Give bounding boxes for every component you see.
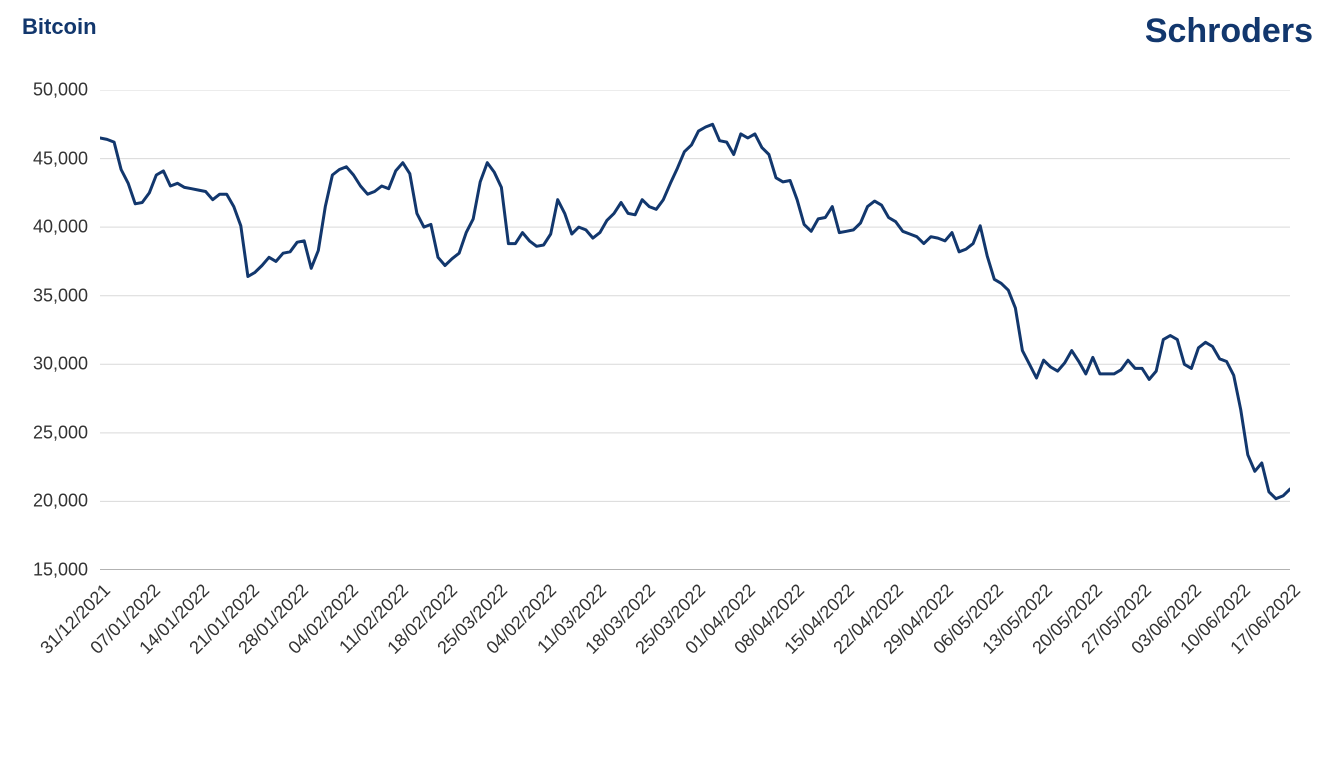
ytick-label: 40,000 — [0, 217, 88, 238]
ytick-label: 30,000 — [0, 354, 88, 375]
ytick-label: 15,000 — [0, 560, 88, 581]
chart-title: Bitcoin — [22, 14, 97, 40]
ytick-label: 20,000 — [0, 491, 88, 512]
ytick-label: 50,000 — [0, 80, 88, 101]
ytick-label: 35,000 — [0, 285, 88, 306]
chart-container: Bitcoin Schroders 15,000 20,000 25,000 30,0… — [0, 0, 1335, 757]
plot-area — [100, 90, 1290, 570]
ytick-label: 25,000 — [0, 422, 88, 443]
schroders-logo: Schroders — [1145, 12, 1313, 51]
ytick-label: 45,000 — [0, 148, 88, 169]
chart-svg — [100, 90, 1290, 570]
